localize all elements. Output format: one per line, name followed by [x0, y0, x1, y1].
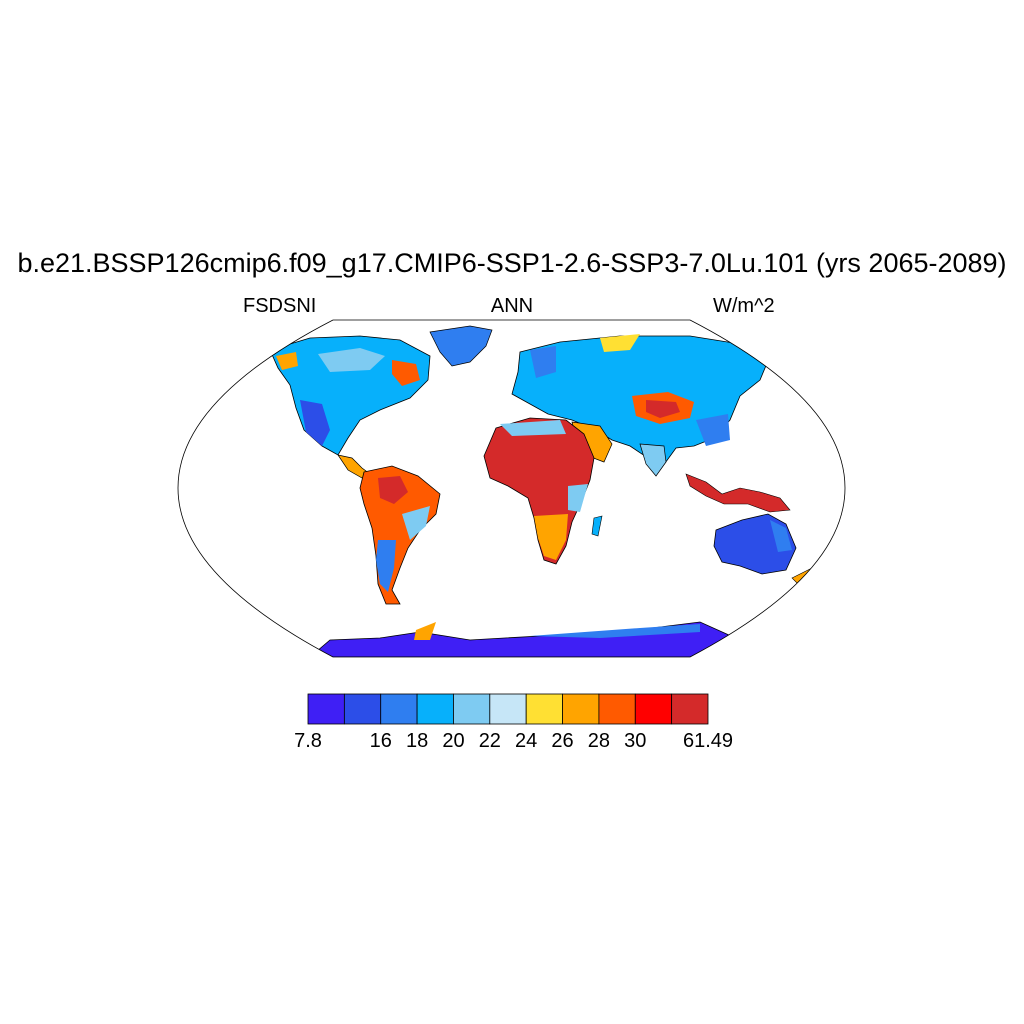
madagascar-region — [591, 515, 603, 537]
brazil-south-region — [402, 506, 430, 540]
colorbar-swatch — [525, 693, 563, 725]
canada-band-region — [318, 348, 385, 372]
season-label: ANN — [490, 295, 534, 317]
colorbar-tick-label: 16 — [369, 730, 392, 752]
variable-label: FSDSNI — [243, 295, 317, 317]
india-region — [639, 443, 667, 477]
australia-east-region — [770, 520, 792, 552]
colorbar-tick-label: 61.49 — [682, 730, 734, 752]
colorbar-swatch — [562, 693, 600, 725]
colorbar-tick-label: 20 — [442, 730, 465, 752]
colorbar-swatch — [634, 693, 673, 725]
colorbar-tick-label: 26 — [551, 730, 574, 752]
colorbar-swatch — [489, 693, 527, 725]
units-label: W/m^2 — [713, 295, 775, 317]
land-fields — [269, 325, 819, 657]
indonesia-region — [685, 473, 791, 513]
colorbar-tick-label: 30 — [624, 730, 647, 752]
colorbar-swatch — [380, 693, 418, 725]
colorbar-tick-label: 7.8 — [294, 730, 322, 752]
east-asia-region — [696, 414, 730, 446]
colorbar-tick-label: 22 — [478, 730, 501, 752]
colorbar-swatch — [671, 693, 709, 725]
colorbar-tick-label: 18 — [405, 730, 429, 752]
colorbar-tick-label: 24 — [515, 730, 538, 752]
tibet-core-region — [646, 400, 680, 418]
colorbar-swatch — [416, 693, 454, 725]
alaska-region — [276, 352, 298, 370]
antarctica-coast-region — [530, 624, 700, 638]
siberia-north-region — [600, 334, 640, 352]
antarctic-peninsula-region — [414, 622, 436, 640]
southern-africa-region — [534, 514, 568, 560]
colorbar-swatch — [453, 693, 491, 725]
north-africa-coast-region — [500, 420, 566, 436]
map-title: b.e21.BSSP126cmip6.f09_g17.CMIP6-SSP1-2.… — [17, 248, 1007, 278]
scandinavia-region — [530, 346, 556, 378]
east-africa-region — [568, 484, 588, 512]
colorbar-tick-label: 28 — [587, 730, 611, 752]
colorbar-swatch — [307, 693, 345, 725]
map-outline — [177, 319, 846, 658]
new-zealand-region — [791, 567, 819, 587]
hudson-region — [392, 360, 420, 386]
amazon-region — [378, 476, 408, 504]
colorbar-swatch — [598, 693, 636, 725]
colorbar-swatch — [343, 693, 382, 725]
colorbar — [307, 693, 709, 725]
southern-andes-region — [376, 540, 396, 592]
greenland-region — [429, 325, 493, 367]
western-us-region — [300, 400, 330, 446]
